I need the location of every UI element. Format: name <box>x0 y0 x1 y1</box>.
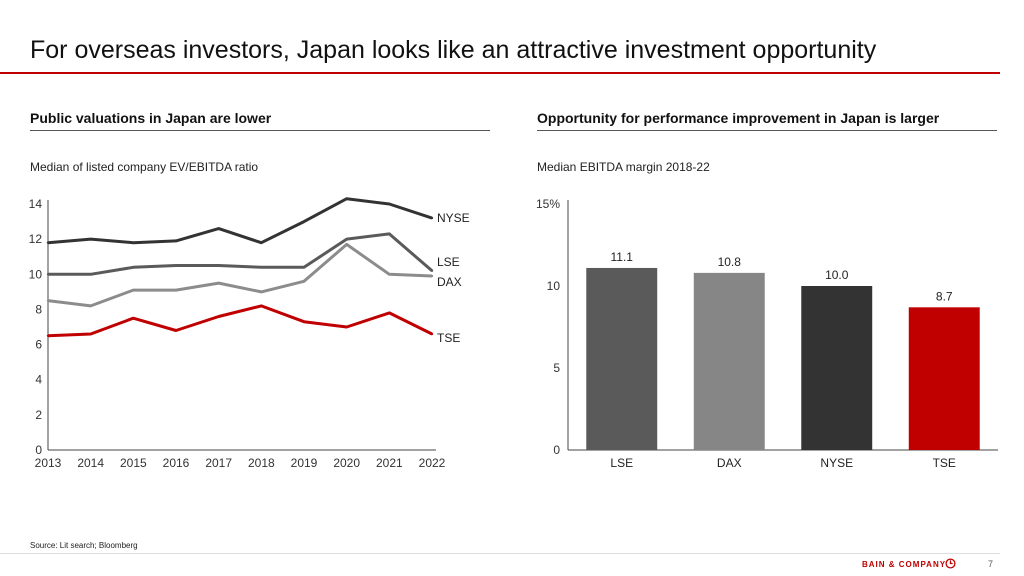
x-tick-label: 2014 <box>77 456 104 470</box>
series-label-lse: LSE <box>437 255 460 269</box>
bar-dax <box>693 272 765 450</box>
data-point-nyse <box>89 237 92 241</box>
y-tick-label: 15% <box>536 197 560 211</box>
y-tick-label: 2 <box>35 408 42 422</box>
y-tick-label: 0 <box>35 443 42 457</box>
left-chart-subtitle: Median of listed company EV/EBITDA ratio <box>30 160 259 174</box>
data-point-tse <box>260 304 263 308</box>
bar-nyse <box>801 286 873 450</box>
y-tick-label: 5 <box>553 361 560 375</box>
series-label-nyse: NYSE <box>437 211 470 225</box>
x-tick-label: 2022 <box>419 456 446 470</box>
data-point-nyse <box>260 241 263 244</box>
data-point-nyse <box>388 202 391 206</box>
data-point-tse <box>174 329 178 332</box>
data-point-tse <box>89 332 92 336</box>
data-point-dax <box>217 281 220 285</box>
series-line-tse <box>47 304 433 338</box>
data-point-nyse <box>302 220 306 223</box>
data-point-lse <box>345 237 348 241</box>
data-point-lse <box>132 266 135 269</box>
left-panel-heading: Public valuations in Japan are lower <box>30 110 272 126</box>
data-point-nyse <box>132 241 135 244</box>
data-point-lse <box>46 273 50 276</box>
series-line-dax <box>47 242 433 308</box>
page-number: 7 <box>988 559 994 569</box>
data-point-lse <box>430 269 434 272</box>
y-tick-label: 4 <box>35 373 42 387</box>
data-point-tse <box>46 334 50 337</box>
series-line-nyse <box>47 197 433 245</box>
data-point-dax <box>345 243 348 246</box>
x-tick-label: 2021 <box>376 456 403 470</box>
y-tick-label: 10 <box>547 279 561 293</box>
data-point-tse <box>217 315 220 318</box>
data-point-lse <box>302 266 306 269</box>
y-tick-label: 10 <box>29 267 43 281</box>
footer-divider <box>0 553 1000 554</box>
bar-tse <box>908 307 980 450</box>
data-point-dax <box>174 288 178 292</box>
data-point-nyse <box>430 216 434 220</box>
data-point-lse <box>388 232 391 236</box>
category-label: DAX <box>717 456 742 470</box>
series-label-tse: TSE <box>437 331 460 345</box>
bar-value-label: 11.1 <box>611 250 634 264</box>
y-tick-label: 8 <box>35 302 42 316</box>
data-point-tse <box>388 311 391 315</box>
y-tick-label: 0 <box>553 443 560 457</box>
data-point-dax <box>132 288 135 292</box>
data-point-dax <box>89 304 92 308</box>
right-chart-subtitle: Median EBITDA margin 2018-22 <box>537 160 710 174</box>
ev-ebitda-line-chart: 0 2 4 6 8 10 12 14 2013 2014 2015 2016 2017 2018 2019 2… <box>29 197 470 470</box>
bar-value-label: 10.8 <box>718 255 742 269</box>
slide-title: For overseas investors, Japan looks like… <box>30 36 877 64</box>
series-line-lse <box>48 232 433 276</box>
y-tick-label: 6 <box>35 338 42 352</box>
brand-mark-icon <box>945 558 956 569</box>
data-point-tse <box>302 320 306 323</box>
x-tick-label: 2013 <box>35 456 62 470</box>
data-point-dax <box>302 280 306 283</box>
data-point-nyse <box>174 239 178 243</box>
data-point-tse <box>132 317 135 320</box>
left-panel-divider <box>30 130 490 131</box>
data-point-tse <box>345 325 348 329</box>
x-tick-label: 2015 <box>120 456 147 470</box>
x-tick-label: 2019 <box>291 456 318 470</box>
bar-value-label: 10.0 <box>825 268 849 282</box>
data-point-lse <box>260 266 263 269</box>
data-point-lse <box>217 264 220 267</box>
title-divider <box>0 72 1000 74</box>
brand-logo: BAIN & COMPANY <box>862 560 947 569</box>
data-point-dax <box>260 290 263 294</box>
data-point-lse <box>174 264 178 267</box>
bar-lse <box>586 267 658 450</box>
source-note: Source: Lit search; Bloomberg <box>30 541 138 550</box>
data-point-dax <box>430 274 434 278</box>
data-point-nyse <box>345 197 348 200</box>
series-label-dax: DAX <box>437 275 462 289</box>
data-point-nyse <box>46 241 50 244</box>
category-label: TSE <box>933 456 956 470</box>
data-point-dax <box>388 273 391 276</box>
right-panel-heading: Opportunity for performance improvement … <box>537 110 940 126</box>
x-tick-label: 2018 <box>248 456 275 470</box>
data-point-lse <box>89 273 92 276</box>
category-label: NYSE <box>820 456 853 470</box>
category-label: LSE <box>610 456 633 470</box>
right-panel-divider <box>537 130 997 131</box>
data-point-nyse <box>217 227 220 230</box>
x-tick-label: 2016 <box>163 456 190 470</box>
y-tick-label: 12 <box>29 232 43 246</box>
x-tick-label: 2017 <box>205 456 232 470</box>
bar-value-label: 8.7 <box>936 289 953 303</box>
data-point-tse <box>430 332 434 336</box>
y-tick-label: 14 <box>29 197 43 211</box>
data-point-dax <box>46 299 50 302</box>
x-tick-label: 2020 <box>333 456 360 470</box>
ebitda-margin-bar-chart: 0 5 10 15% 11.1 LSE 10.8 DAX 10.0 NYSE 8.7 TSE <box>536 197 998 470</box>
